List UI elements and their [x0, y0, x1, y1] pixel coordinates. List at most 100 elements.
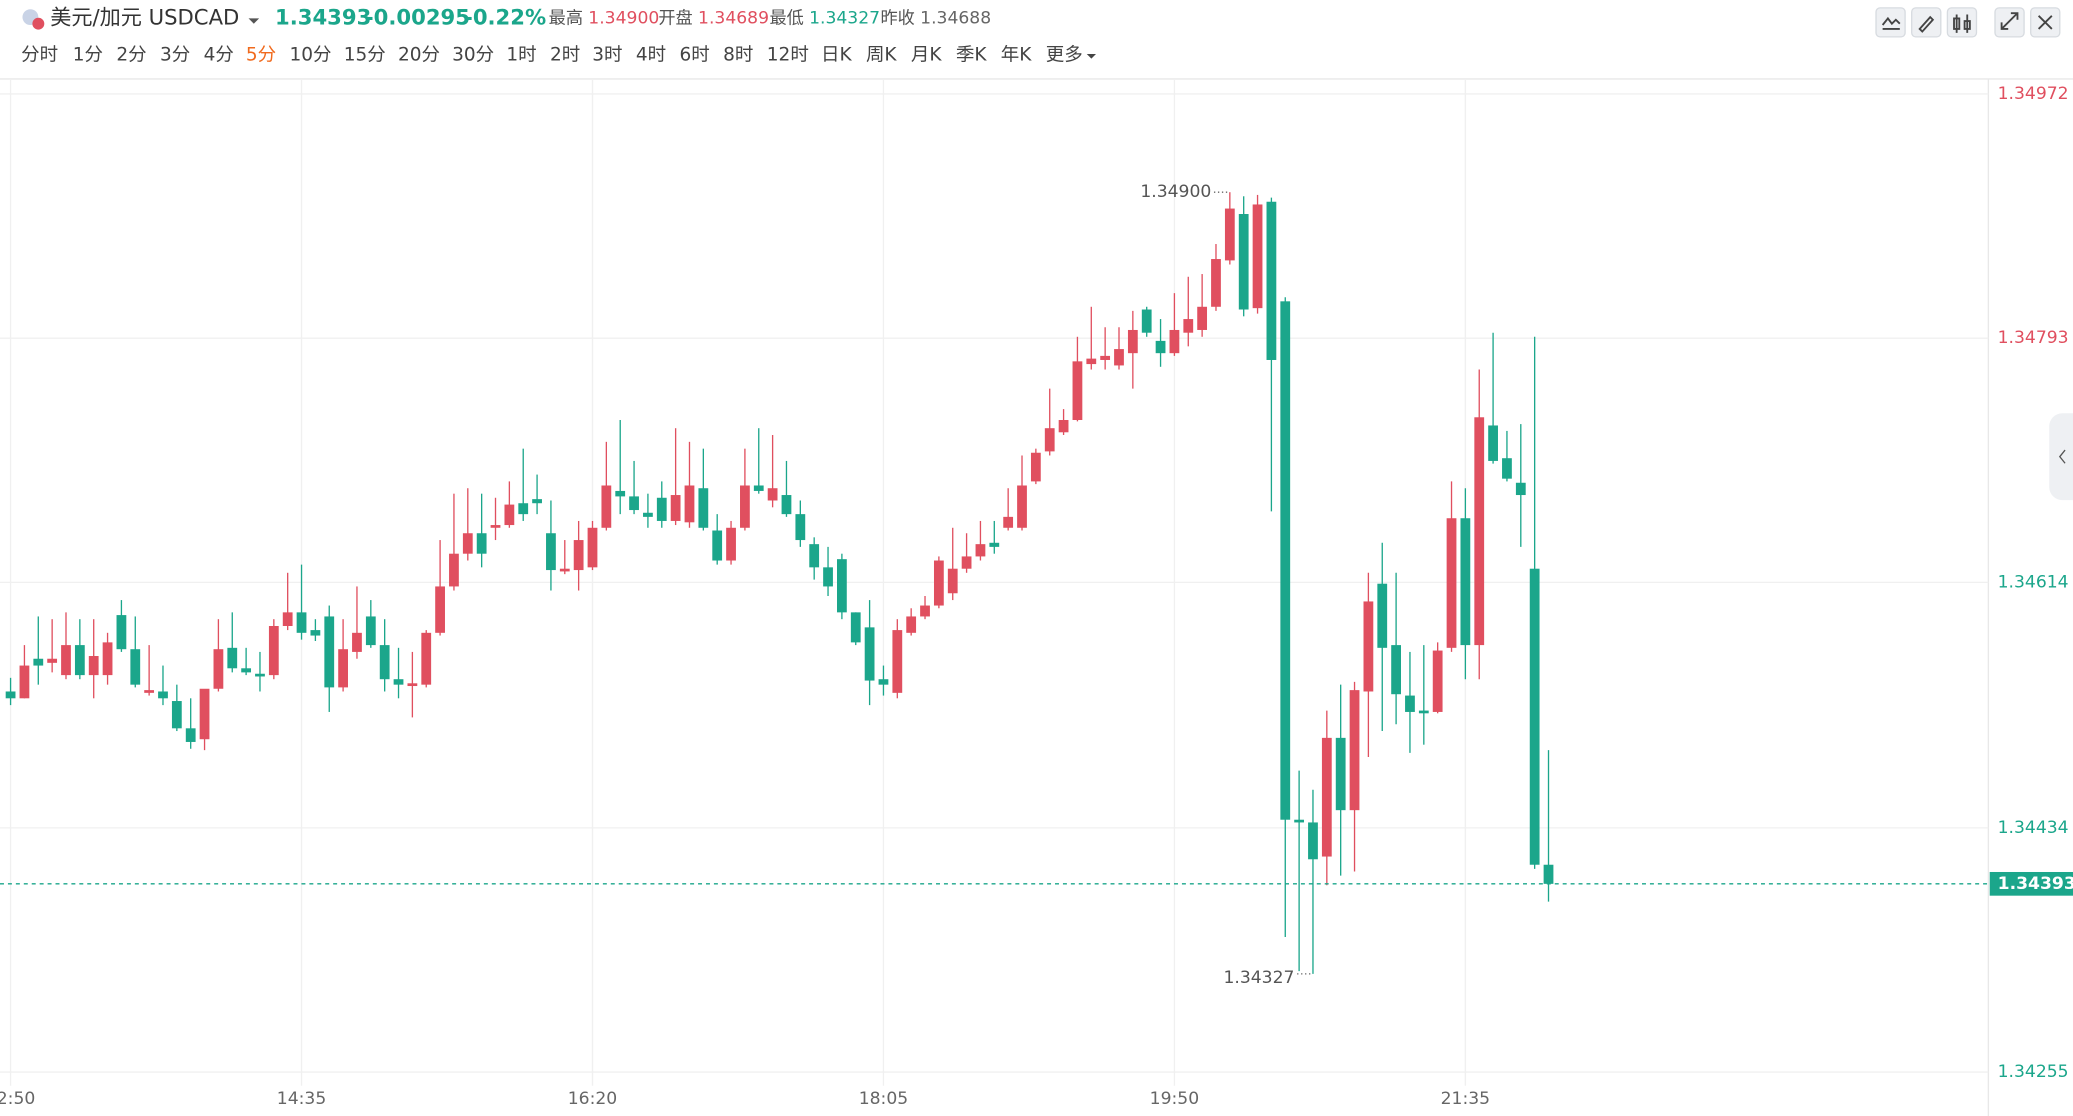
candle-body: [753, 485, 764, 491]
stat-value: 1.34689: [698, 8, 769, 28]
candle-body: [379, 645, 390, 680]
candle-body: [726, 527, 736, 561]
candle-body: [892, 630, 903, 693]
timeframe[interactable]: 更多: [1046, 44, 1083, 65]
timeframe[interactable]: 15分: [344, 44, 386, 65]
candle-body: [906, 616, 917, 633]
timeframe[interactable]: 30分: [452, 44, 494, 65]
timeframe[interactable]: 2时: [550, 44, 580, 65]
timeframe[interactable]: 4时: [636, 44, 666, 65]
candle-body: [781, 495, 792, 515]
candle-body: [393, 679, 404, 685]
candle-body: [712, 530, 723, 561]
x-tick-label: 19:50: [1150, 1089, 1199, 1109]
stat-label: 最低: [769, 8, 803, 28]
x-tick-label: 18:05: [859, 1089, 908, 1109]
candle-body: [1294, 819, 1305, 823]
timeframe[interactable]: 年K: [1001, 44, 1033, 65]
candle-body: [130, 649, 141, 685]
y-tick-label: 1.34614: [1998, 572, 2069, 592]
timeframe[interactable]: 8时: [723, 44, 753, 65]
timeframe[interactable]: 日K: [821, 44, 853, 65]
timeframe[interactable]: 1时: [506, 44, 536, 65]
candle-body: [532, 499, 542, 504]
candle-body: [1114, 349, 1124, 366]
candle-body: [518, 503, 529, 515]
timeframe[interactable]: 1分: [73, 44, 103, 65]
candle-body: [1044, 428, 1055, 452]
candle-body: [1169, 329, 1180, 354]
timeframe[interactable]: 周K: [866, 44, 898, 65]
candle-body: [559, 568, 570, 572]
candle-body: [1432, 650, 1443, 712]
candle-body: [1515, 482, 1526, 496]
candle-body: [1529, 568, 1540, 865]
candle-body: [282, 612, 293, 627]
candle-body: [920, 605, 930, 617]
candle-body: [365, 616, 376, 646]
candle-body: [490, 525, 501, 528]
timeframe[interactable]: 6时: [680, 44, 710, 65]
change-pct: -0.22%: [464, 4, 546, 29]
last-price-tag: [1989, 871, 2073, 896]
stat-value: 1.34327: [809, 8, 880, 28]
candle-body: [407, 683, 418, 687]
candle-body: [601, 485, 612, 528]
candle-body: [989, 542, 1000, 547]
candle-body: [1238, 214, 1249, 310]
timeframe[interactable]: 12时: [767, 44, 809, 65]
candle-body: [310, 630, 321, 636]
timeframe[interactable]: 季K: [956, 44, 988, 65]
x-tick-label: 21:35: [1441, 1089, 1490, 1109]
x-tick-label: 14:35: [277, 1089, 326, 1109]
tool-button[interactable]: [1946, 7, 1978, 38]
candle-body: [795, 514, 806, 541]
timeframe[interactable]: 3时: [592, 44, 622, 65]
candle-body: [1141, 309, 1152, 333]
candle-body: [767, 488, 778, 501]
stat-label: 昨收: [880, 8, 914, 28]
candle-body: [1543, 864, 1554, 884]
candle-body: [255, 673, 265, 677]
candle-body: [656, 497, 667, 521]
timeframe[interactable]: 5分: [246, 44, 276, 65]
candle-body: [171, 701, 182, 729]
candle-body: [476, 533, 487, 554]
y-tick-label: 1.34793: [1998, 328, 2069, 348]
candle-body: [1418, 710, 1429, 714]
candle-body: [1183, 319, 1194, 333]
candle-body: [961, 556, 972, 569]
candle-body: [1017, 485, 1027, 528]
candle-body: [199, 688, 210, 740]
high-marker: 1.34900: [1140, 182, 1211, 202]
timeframe[interactable]: 2分: [116, 44, 146, 65]
candle-body: [5, 691, 16, 699]
candle-body: [573, 540, 584, 571]
candle-body: [1349, 690, 1360, 811]
candle-body: [1446, 518, 1457, 648]
candle-body: [684, 485, 695, 523]
change: -0.00295: [365, 4, 470, 29]
toolbar-glyphs: [1881, 12, 2053, 33]
timeframe[interactable]: 4分: [204, 44, 234, 65]
candle-body: [975, 544, 986, 557]
candle-body: [74, 645, 85, 676]
symbol-caret[interactable]: [248, 18, 260, 24]
timeframe[interactable]: 10分: [290, 44, 332, 65]
side-panel-tab[interactable]: [2049, 413, 2073, 501]
candles: [5, 192, 1554, 974]
timeframe[interactable]: 20分: [398, 44, 440, 65]
candle-body: [1335, 737, 1346, 811]
candle-body: [1127, 329, 1138, 354]
candle-body: [1211, 259, 1221, 307]
candle-body: [1266, 201, 1277, 360]
timeframe[interactable]: 月K: [911, 44, 943, 65]
candle-body: [1405, 695, 1415, 712]
symbol[interactable]: 美元/加元 USDCAD: [50, 4, 239, 29]
timeframe[interactable]: 分时: [21, 44, 58, 65]
expand-button[interactable]: [1994, 7, 2025, 38]
candle-body: [809, 544, 820, 568]
candle-body: [1474, 417, 1485, 646]
timeframe[interactable]: 3分: [160, 44, 190, 65]
